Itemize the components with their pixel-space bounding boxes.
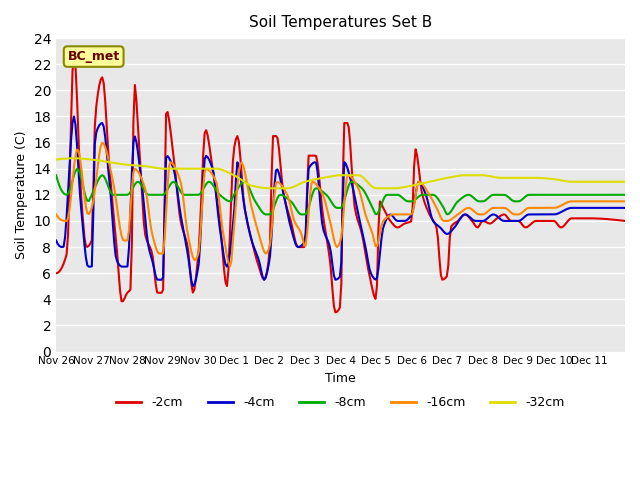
-2cm xyxy=(332,310,339,315)
-4cm xyxy=(545,212,553,217)
-16cm xyxy=(545,205,553,211)
Y-axis label: Soil Temperature (C): Soil Temperature (C) xyxy=(15,131,28,259)
-32cm xyxy=(461,172,468,178)
-4cm xyxy=(620,205,627,211)
-8cm xyxy=(545,192,553,198)
-32cm xyxy=(73,156,81,161)
-8cm xyxy=(461,193,468,199)
-32cm xyxy=(348,172,356,178)
-8cm xyxy=(621,192,629,198)
-4cm xyxy=(461,212,468,217)
-16cm xyxy=(620,198,627,204)
-2cm xyxy=(545,218,553,224)
-2cm xyxy=(91,124,99,130)
-4cm xyxy=(52,238,60,243)
-32cm xyxy=(266,185,274,191)
-16cm xyxy=(99,140,106,145)
-2cm xyxy=(461,212,468,217)
Line: -8cm: -8cm xyxy=(56,169,625,215)
-16cm xyxy=(52,212,60,217)
-4cm xyxy=(73,142,81,147)
-2cm xyxy=(621,218,629,224)
-32cm xyxy=(91,157,99,163)
-16cm xyxy=(621,198,629,204)
-8cm xyxy=(72,168,79,174)
Line: -16cm: -16cm xyxy=(56,143,625,266)
Text: BC_met: BC_met xyxy=(68,50,120,63)
Title: Soil Temperatures Set B: Soil Temperatures Set B xyxy=(249,15,432,30)
Legend: -2cm, -4cm, -8cm, -16cm, -32cm: -2cm, -4cm, -8cm, -16cm, -32cm xyxy=(111,391,570,414)
X-axis label: Time: Time xyxy=(325,372,356,385)
-4cm xyxy=(70,114,78,120)
Line: -2cm: -2cm xyxy=(56,51,625,312)
-4cm xyxy=(348,180,356,186)
-8cm xyxy=(348,179,356,185)
-8cm xyxy=(73,166,81,172)
-32cm xyxy=(70,156,78,161)
-16cm xyxy=(226,264,234,269)
-2cm xyxy=(70,48,78,54)
-32cm xyxy=(545,176,553,181)
-16cm xyxy=(90,198,97,204)
-4cm xyxy=(91,142,99,147)
-4cm xyxy=(621,205,629,211)
-16cm xyxy=(461,206,468,212)
Line: -32cm: -32cm xyxy=(56,158,625,188)
-4cm xyxy=(189,283,196,289)
-8cm xyxy=(91,185,99,191)
-2cm xyxy=(620,218,627,224)
-32cm xyxy=(52,156,60,162)
-2cm xyxy=(348,166,356,171)
-2cm xyxy=(52,270,60,276)
Line: -4cm: -4cm xyxy=(56,117,625,286)
-32cm xyxy=(620,179,627,185)
-16cm xyxy=(348,175,356,180)
-32cm xyxy=(621,179,629,185)
-8cm xyxy=(263,212,271,217)
-16cm xyxy=(72,153,79,159)
-8cm xyxy=(620,192,627,198)
-2cm xyxy=(73,95,81,100)
-8cm xyxy=(52,172,60,178)
